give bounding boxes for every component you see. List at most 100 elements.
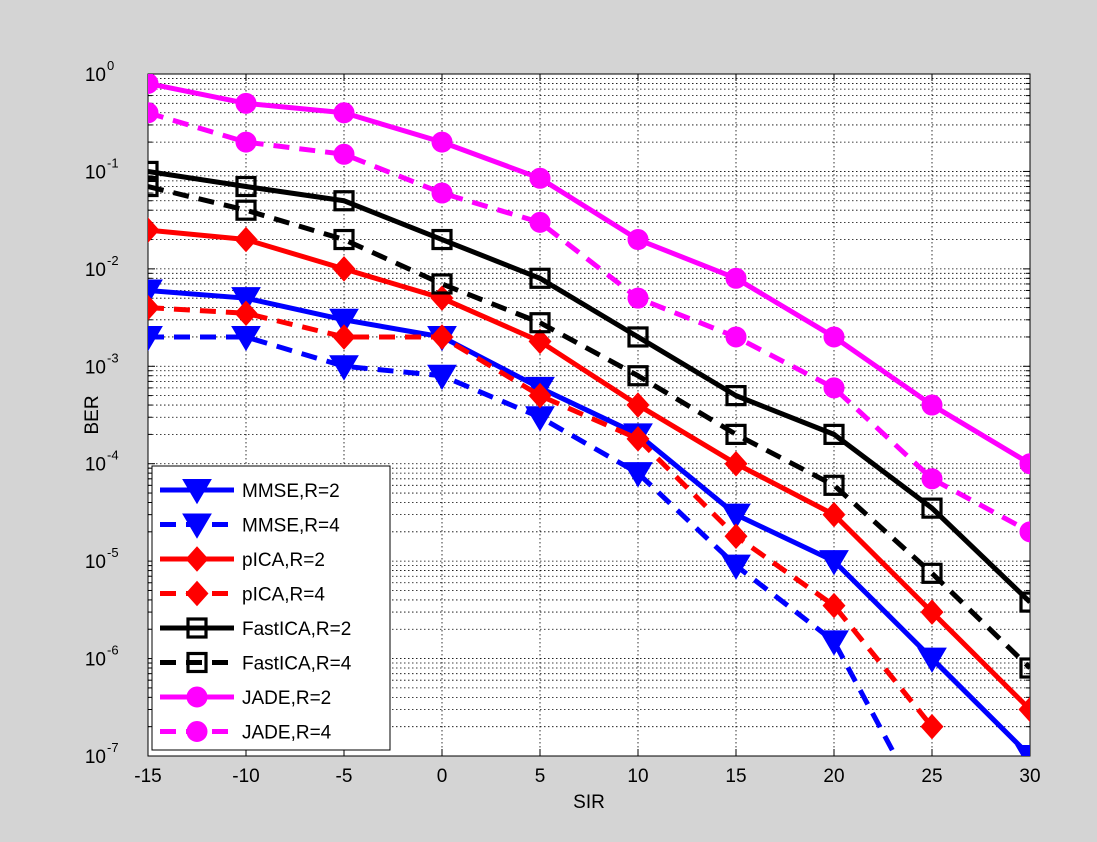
series-5 xyxy=(148,175,1030,679)
data-point xyxy=(431,131,453,153)
data-point xyxy=(917,647,947,673)
data-point xyxy=(822,501,846,528)
legend-label: FastICA,R=4 xyxy=(242,654,352,675)
data-point xyxy=(431,273,453,295)
y-axis-label: BER xyxy=(82,395,103,434)
data-point xyxy=(921,468,943,490)
data-point xyxy=(725,423,747,445)
data-point xyxy=(148,102,159,124)
legend-marker xyxy=(182,513,212,539)
series-group xyxy=(148,74,1030,756)
y-tick-label: 10 xyxy=(85,747,106,768)
data-point xyxy=(235,199,257,221)
series-line xyxy=(148,305,934,729)
data-point xyxy=(823,377,845,399)
y-tick-exponent: -4 xyxy=(107,448,119,463)
y-tick-label: 10 xyxy=(85,162,106,183)
data-point xyxy=(329,355,359,381)
data-point xyxy=(920,713,944,740)
series-1 xyxy=(148,325,899,756)
x-tick-label: 20 xyxy=(823,766,844,787)
legend-marker xyxy=(185,580,209,607)
plot-frame xyxy=(147,73,1031,757)
data-point xyxy=(148,294,160,321)
data-point xyxy=(234,226,258,253)
data-point xyxy=(725,385,747,407)
data-point xyxy=(427,364,457,391)
legend-label: FastICA,R=2 xyxy=(242,619,351,640)
data-point xyxy=(724,450,748,477)
data-point xyxy=(627,326,649,348)
legend-label: MMSE,R=2 xyxy=(242,481,340,502)
data-point xyxy=(529,312,551,334)
data-point xyxy=(431,228,453,251)
x-tick-label: 30 xyxy=(1019,766,1040,787)
data-point xyxy=(148,325,163,352)
data-point xyxy=(921,497,943,519)
data-point xyxy=(333,143,355,165)
data-point xyxy=(1019,521,1030,543)
legend-label: JADE,R=4 xyxy=(242,723,332,744)
y-tick-label: 10 xyxy=(85,65,106,86)
y-tick-exponent: -5 xyxy=(107,545,119,560)
data-point xyxy=(626,392,650,418)
data-point xyxy=(235,175,257,198)
x-axis-label: SIR xyxy=(573,792,605,813)
data-point xyxy=(528,382,552,409)
y-tick-exponent: -2 xyxy=(107,253,119,268)
legend-entry: FastICA,R=2 xyxy=(160,617,351,640)
data-point xyxy=(235,131,257,153)
series-line xyxy=(148,80,1030,466)
data-point xyxy=(332,324,356,350)
data-point xyxy=(627,365,649,387)
data-point xyxy=(234,300,258,327)
data-point xyxy=(332,256,356,282)
legend-marker xyxy=(186,721,208,742)
legend-label: MMSE,R=4 xyxy=(242,516,340,537)
data-point xyxy=(721,503,751,529)
y-tick-label: 10 xyxy=(85,552,106,573)
data-point xyxy=(148,217,160,243)
y-tick-exponent: -6 xyxy=(107,643,119,658)
data-point xyxy=(1019,591,1030,613)
series-line xyxy=(148,227,1030,712)
data-point xyxy=(333,190,355,212)
data-point xyxy=(148,175,159,198)
series-3 xyxy=(148,294,944,740)
x-tick-label: 25 xyxy=(921,766,942,787)
data-point xyxy=(724,523,748,550)
legend-label: pICA,R=4 xyxy=(242,585,325,606)
y-tick-label: 10 xyxy=(85,357,106,378)
y-tick-label: 10 xyxy=(85,455,106,476)
data-point xyxy=(721,554,751,580)
data-point xyxy=(819,550,849,576)
series-4 xyxy=(148,160,1030,613)
data-point xyxy=(529,267,551,289)
x-tick-label: 10 xyxy=(627,766,648,787)
data-point xyxy=(626,426,650,452)
y-tick-label: 10 xyxy=(85,650,106,671)
legend: MMSE,R=2 MMSE,R=4 pICA,R=2 pICA,R=4 FastICA,… xyxy=(151,465,391,751)
data-point xyxy=(1018,696,1030,723)
data-point xyxy=(235,92,257,114)
legend-marker xyxy=(186,686,208,708)
data-point xyxy=(921,562,943,584)
x-tick-label: 0 xyxy=(437,766,448,787)
legend-entry: FastICA,R=4 xyxy=(160,651,352,675)
data-point xyxy=(333,102,355,124)
data-point xyxy=(1019,657,1030,679)
data-point xyxy=(231,287,261,313)
x-tick-label: -5 xyxy=(336,766,353,787)
series-line xyxy=(148,168,1030,604)
data-point xyxy=(528,328,552,355)
data-point xyxy=(231,325,261,352)
legend-entry: MMSE,R=2 xyxy=(160,479,340,505)
series-2 xyxy=(148,217,1030,723)
data-point xyxy=(148,74,159,94)
legend-entry: pICA,R=2 xyxy=(160,546,325,572)
legend-label: JADE,R=2 xyxy=(242,688,331,709)
data-point xyxy=(823,423,845,445)
